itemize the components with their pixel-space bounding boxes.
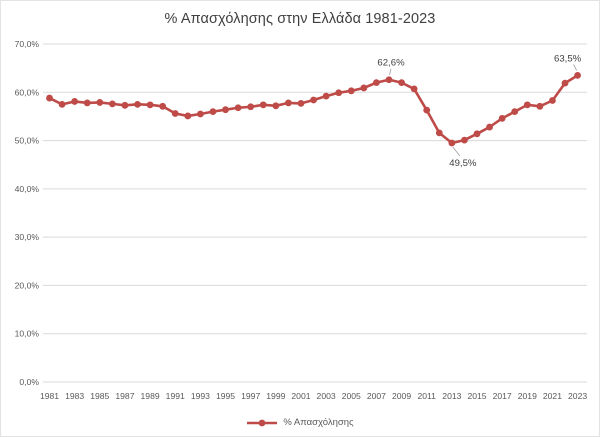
x-axis-tick-label: 2005	[342, 391, 361, 401]
y-axis-tick-label: 70,0%	[15, 39, 40, 49]
data-point-marker	[385, 76, 393, 84]
y-axis-tick-label: 30,0%	[15, 232, 40, 242]
data-point-marker	[322, 92, 330, 100]
data-point-marker	[448, 139, 456, 147]
data-point-marker	[184, 112, 192, 120]
data-point-marker	[435, 129, 443, 137]
data-point-marker	[561, 79, 569, 87]
data-point-marker	[310, 96, 317, 104]
x-axis-tick-label: 2021	[543, 391, 562, 401]
data-point-marker	[58, 100, 66, 108]
data-point-marker	[574, 71, 581, 79]
data-point-marker	[473, 130, 481, 138]
data-point-marker	[335, 89, 343, 97]
x-axis-tick-label: 1997	[241, 391, 260, 401]
y-axis-tick-label: 20,0%	[15, 280, 40, 290]
data-point-marker	[247, 103, 255, 111]
x-axis-tick-label: 1981	[40, 391, 59, 401]
data-point-marker	[511, 108, 519, 115]
y-axis-tick-label: 0,0%	[19, 377, 39, 387]
x-axis-tick-label: 1985	[90, 391, 109, 401]
data-label: 63,5%	[554, 53, 582, 64]
x-axis-tick-label: 2015	[467, 391, 486, 401]
x-axis-tick-label: 2013	[442, 391, 461, 401]
data-point-marker	[461, 136, 468, 144]
data-point-marker	[234, 104, 242, 112]
x-axis-tick-label: 1989	[141, 391, 160, 401]
y-axis-tick-label: 50,0%	[15, 136, 40, 146]
data-point-marker	[297, 99, 305, 107]
chart-title: % Απασχόλησης στην Ελλάδα 1981-2023	[164, 11, 436, 27]
data-point-marker	[222, 106, 229, 114]
annotation-leader-line	[452, 146, 461, 157]
x-axis-tick-label: 1999	[266, 391, 285, 401]
data-point-marker	[347, 87, 355, 95]
x-axis-tick-label: 1995	[216, 391, 235, 401]
data-point-marker	[146, 101, 154, 109]
data-point-marker	[373, 79, 380, 87]
data-point-marker	[108, 100, 116, 108]
data-point-marker	[159, 102, 167, 110]
annotation-leader-line	[389, 68, 392, 75]
data-point-marker	[398, 79, 405, 87]
chart-legend: % Απασχόλησης	[1, 417, 599, 428]
data-point-marker	[46, 94, 53, 102]
x-axis-tick-label: 1991	[166, 391, 185, 401]
x-axis-tick-label: 2007	[367, 391, 386, 401]
data-point-marker	[360, 84, 368, 92]
data-point-marker	[549, 97, 556, 104]
data-label: 49,5%	[449, 158, 477, 169]
data-point-marker	[536, 102, 544, 110]
data-point-marker	[410, 85, 418, 93]
data-point-marker	[498, 114, 506, 122]
y-axis-tick-label: 60,0%	[15, 87, 40, 97]
x-axis-tick-label: 2019	[518, 391, 537, 401]
x-axis-tick-label: 2017	[493, 391, 512, 401]
x-axis-tick-label: 2001	[291, 391, 310, 401]
data-point-marker	[285, 99, 292, 107]
x-axis-tick-label: 1987	[115, 391, 134, 401]
legend-series-label: % Απασχόλησης	[283, 417, 354, 428]
data-point-marker	[196, 110, 204, 118]
data-point-marker	[272, 102, 280, 110]
data-point-marker	[71, 98, 79, 105]
data-point-marker	[83, 99, 91, 107]
data-point-marker	[209, 108, 217, 115]
series-line	[48, 74, 579, 145]
data-point-marker	[423, 106, 431, 114]
data-point-marker	[121, 101, 129, 109]
y-axis-tick-label: 40,0%	[15, 184, 40, 194]
data-point-marker	[171, 110, 179, 117]
data-point-marker	[523, 101, 531, 109]
data-point-marker	[486, 123, 493, 131]
x-axis-tick-label: 2011	[417, 391, 436, 401]
y-axis-tick-label: 10,0%	[15, 329, 40, 339]
legend-line-marker-icon	[247, 419, 278, 426]
data-label: 62,6%	[377, 58, 405, 69]
x-axis-tick-label: 1983	[65, 391, 84, 401]
x-axis-tick-label: 2009	[392, 391, 411, 401]
data-point-marker	[259, 101, 267, 109]
data-point-marker	[134, 100, 141, 108]
x-axis-tick-label: 1993	[191, 391, 210, 401]
annotation-leader-line	[573, 64, 577, 71]
x-axis-tick-label: 2003	[317, 391, 336, 401]
x-axis-tick-label: 2023	[568, 391, 587, 401]
data-point-marker	[96, 99, 104, 106]
